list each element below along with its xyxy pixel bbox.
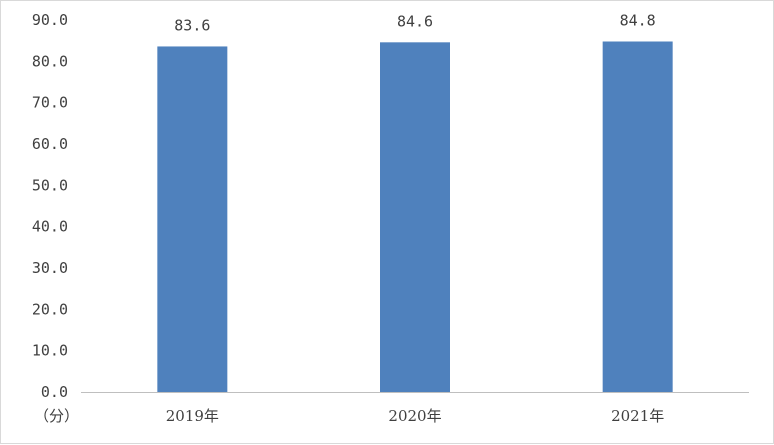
bar bbox=[380, 42, 450, 392]
data-labels: 83.6 84.6 84.8 bbox=[174, 11, 655, 34]
x-category-label: 2019年 bbox=[166, 407, 219, 425]
data-label: 83.6 bbox=[174, 16, 210, 34]
bar bbox=[602, 41, 673, 392]
y-axis-ticks: 0.0 10.0 20.0 30.0 40.0 50.0 60.0 70.0 80.0 90.0 bbox=[32, 11, 68, 401]
y-tick-label: 80.0 bbox=[32, 52, 68, 70]
y-tick-label: 50.0 bbox=[32, 176, 68, 194]
y-tick-label: 90.0 bbox=[32, 11, 68, 29]
x-category-label: 2020年 bbox=[388, 407, 441, 425]
bars bbox=[157, 41, 673, 392]
y-axis-unit-label: （分） bbox=[34, 407, 79, 425]
data-label: 84.6 bbox=[397, 12, 433, 30]
data-label: 84.8 bbox=[620, 11, 656, 29]
y-tick-label: 60.0 bbox=[32, 135, 68, 153]
y-tick-label: 10.0 bbox=[32, 342, 68, 360]
bar bbox=[157, 46, 228, 392]
x-category-label: 2021年 bbox=[611, 407, 664, 425]
x-axis-categories: 2019年 2020年 2021年 bbox=[166, 407, 665, 425]
y-tick-label: 30.0 bbox=[32, 259, 68, 277]
y-tick-label: 20.0 bbox=[32, 300, 68, 318]
y-tick-label: 40.0 bbox=[32, 218, 68, 236]
y-tick-label: 70.0 bbox=[32, 94, 68, 112]
y-tick-label: 0.0 bbox=[41, 383, 68, 401]
